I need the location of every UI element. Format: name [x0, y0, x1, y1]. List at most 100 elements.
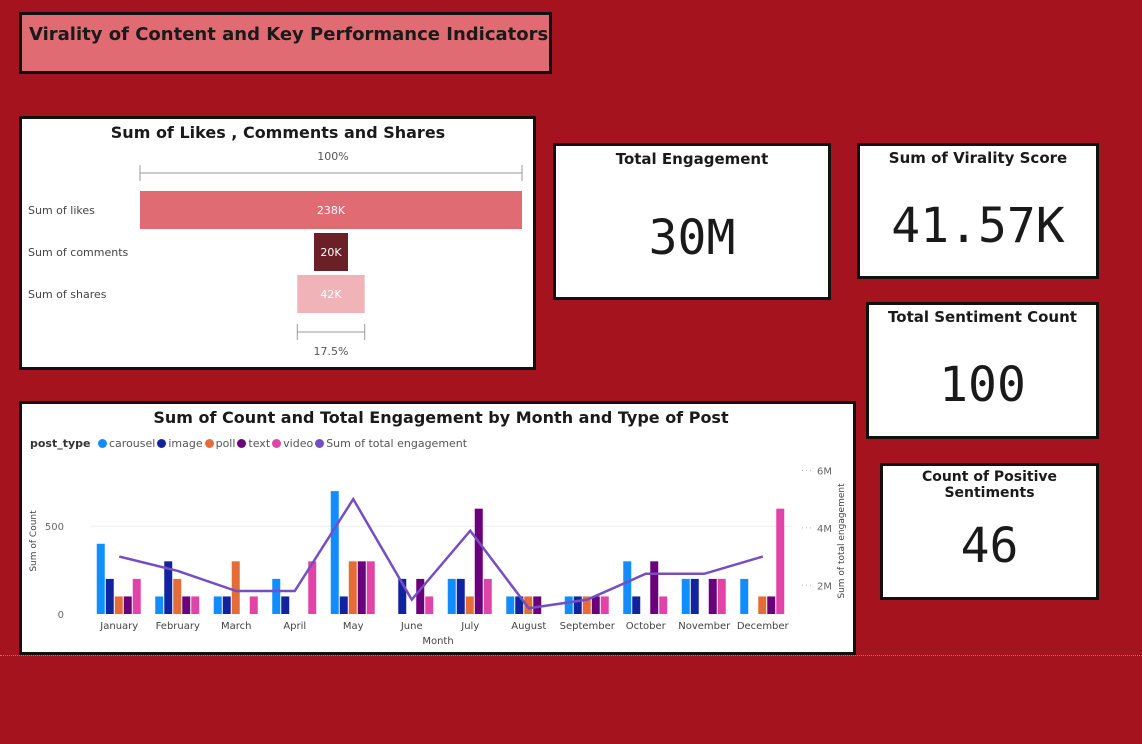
bar-video[interactable] [776, 508, 785, 614]
kpi-title-total-engagement: Total Engagement [615, 150, 769, 168]
bar-carousel[interactable] [564, 596, 573, 614]
bar-image[interactable] [222, 596, 231, 614]
bar-text[interactable] [591, 596, 600, 614]
bar-video[interactable] [717, 578, 726, 614]
funnel-top-percent: 100% [317, 150, 348, 163]
legend-item[interactable]: video [272, 437, 313, 450]
bar-carousel[interactable] [272, 578, 281, 614]
legend-item[interactable]: image [157, 437, 203, 450]
x-axis-title: Month [422, 636, 453, 647]
bar-video[interactable] [308, 561, 317, 614]
bar-carousel[interactable] [213, 596, 222, 614]
x-tick-label: August [511, 621, 546, 632]
funnel-bar-value: 42K [320, 288, 342, 301]
legend-label: carousel [109, 437, 156, 450]
combo-chart-title: Sum of Count and Total Engagement by Mon… [153, 408, 729, 427]
bar-poll[interactable] [524, 596, 533, 614]
bar-poll[interactable] [231, 561, 240, 614]
bar-video[interactable] [659, 596, 668, 614]
x-tick-label: July [460, 621, 479, 632]
bar-video[interactable] [132, 578, 141, 614]
bar-carousel[interactable] [681, 578, 690, 614]
kpi-card-positive-sentiments[interactable]: Count of Positive Sentiments 46 [880, 463, 1099, 600]
bar-video[interactable] [600, 596, 609, 614]
kpi-value-positive-sentiments: 46 [960, 518, 1019, 574]
bar-carousel[interactable] [447, 578, 456, 614]
y-axis-title: Sum of Count [29, 510, 39, 572]
bar-carousel[interactable] [506, 596, 515, 614]
bar-poll[interactable] [465, 596, 474, 614]
bar-video[interactable] [366, 561, 375, 614]
funnel-bottom-percent: 17.5% [314, 345, 349, 358]
x-tick-label: May [343, 621, 364, 632]
bar-text[interactable] [708, 578, 717, 614]
legend-label: text [248, 437, 271, 450]
funnel-bar[interactable] [314, 233, 348, 271]
kpi-value-virality-score: 41.57K [891, 198, 1065, 254]
legend-label: image [168, 437, 203, 450]
bar-poll[interactable] [348, 561, 357, 614]
funnel-bar[interactable] [297, 275, 365, 313]
bar-image[interactable] [515, 596, 524, 614]
bar-video[interactable] [249, 596, 258, 614]
y-tick-label: 0 [58, 610, 64, 621]
page-title: Virality of Content and Key Performance … [29, 24, 549, 45]
bar-carousel[interactable] [330, 491, 339, 614]
bar-text[interactable] [533, 596, 542, 614]
funnel-stage-label: Sum of shares [28, 288, 107, 301]
legend-dot-icon [237, 439, 247, 448]
kpi-card-total-engagement[interactable]: Total Engagement 30M [553, 143, 831, 300]
bar-text[interactable] [416, 578, 425, 614]
funnel-chart-card[interactable]: Sum of Likes , Comments and Shares 100% … [19, 116, 536, 370]
bar-text[interactable] [123, 596, 132, 614]
bar-poll[interactable] [758, 596, 767, 614]
bar-image[interactable] [690, 578, 699, 614]
bar-poll[interactable] [114, 596, 123, 614]
bar-poll[interactable] [173, 578, 182, 614]
legend-dot-icon [272, 439, 282, 448]
legend-item[interactable]: poll [204, 437, 235, 450]
y2-tick-label: 2M [817, 581, 832, 592]
bar-image[interactable] [164, 561, 173, 614]
combo-chart: Sum of Count and Total Engagement by Mon… [29, 408, 847, 647]
bar-text[interactable] [357, 561, 366, 614]
combo-chart-card[interactable]: Sum of Count and Total Engagement by Mon… [19, 401, 856, 655]
bar-image[interactable] [105, 578, 114, 614]
funnel-chart: Sum of Likes , Comments and Shares 100% … [28, 123, 523, 358]
bar-video[interactable] [483, 578, 492, 614]
bar-image[interactable] [573, 596, 582, 614]
bar-video[interactable] [425, 596, 434, 614]
kpi-value-total-engagement: 30M [648, 210, 736, 266]
funnel-stage-label: Sum of comments [28, 246, 129, 259]
bar-carousel[interactable] [623, 561, 632, 614]
bar-text[interactable] [182, 596, 191, 614]
bar-image[interactable] [339, 596, 348, 614]
bar-image[interactable] [632, 596, 641, 614]
kpi-value-total-sentiment: 100 [939, 357, 1026, 413]
bar-text[interactable] [767, 596, 776, 614]
bar-image[interactable] [398, 578, 407, 614]
x-tick-label: March [221, 621, 251, 632]
dashboard-title-box: Virality of Content and Key Performance … [19, 12, 552, 74]
bar-carousel[interactable] [740, 578, 749, 614]
kpi-title-virality-score: Sum of Virality Score [888, 149, 1068, 167]
bar-carousel[interactable] [96, 543, 105, 614]
bar-text[interactable] [650, 561, 659, 614]
kpi-card-total-sentiment[interactable]: Total Sentiment Count 100 [866, 302, 1099, 439]
x-tick-label: December [737, 621, 790, 632]
bar-image[interactable] [281, 596, 290, 614]
funnel-bar[interactable] [140, 191, 522, 229]
engagement-line[interactable] [118, 496, 764, 610]
legend-item[interactable]: Sum of total engagement [315, 437, 467, 450]
bar-text[interactable] [474, 508, 483, 614]
kpi-card-virality-score[interactable]: Sum of Virality Score 41.57K [857, 143, 1099, 279]
bar-video[interactable] [191, 596, 200, 614]
legend-item[interactable]: carousel [98, 437, 155, 450]
legend-label: video [283, 437, 314, 450]
bar-poll[interactable] [582, 596, 591, 614]
bar-carousel[interactable] [155, 596, 164, 614]
y2-axis-title: Sum of total engagement [837, 483, 847, 599]
kpi-title-total-sentiment: Total Sentiment Count [888, 308, 1077, 326]
legend-item[interactable]: text [237, 437, 270, 450]
bar-image[interactable] [456, 578, 465, 614]
